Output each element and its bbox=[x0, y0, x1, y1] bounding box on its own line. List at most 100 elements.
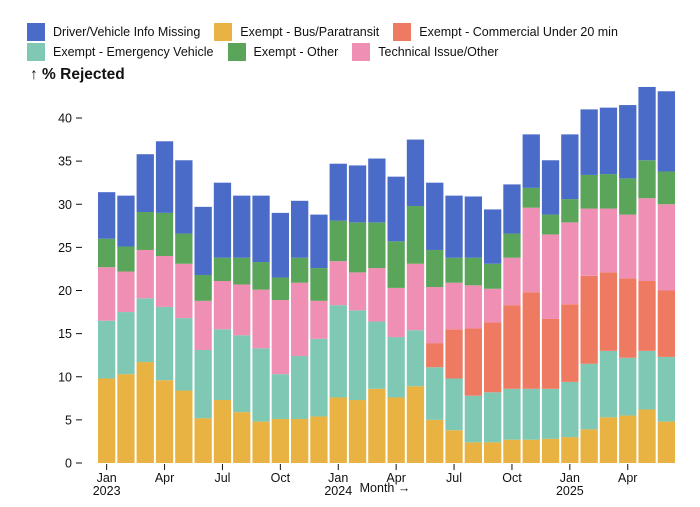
bar-segment-technical-issue-other-2025-06 bbox=[657, 204, 675, 291]
bar-segment-technical-issue-other-2023-06 bbox=[194, 300, 212, 351]
bar-segment-exempt-emergency-vehicle-2024-02 bbox=[348, 310, 367, 401]
legend-label: Exempt - Commercial Under 20 min bbox=[419, 25, 618, 39]
bar-segment-exempt-bus-paratransit-2025-02 bbox=[580, 429, 598, 463]
legend-item-technical: Technical Issue/Other bbox=[352, 43, 498, 61]
bar-segment-exempt-bus-paratransit-2023-07 bbox=[213, 400, 232, 463]
bar-segment-driver-vehicle-info-missing-2023-09 bbox=[252, 195, 270, 263]
bar-segment-driver-vehicle-info-missing-2023-01 bbox=[98, 192, 116, 239]
y-axis-label: ↑ % Rejected bbox=[30, 66, 125, 83]
bar-segment-driver-vehicle-info-missing-2023-10 bbox=[271, 212, 289, 278]
bar-segment-driver-vehicle-info-missing-2023-07 bbox=[213, 182, 232, 258]
bar-segment-technical-issue-other-2024-08 bbox=[464, 285, 482, 329]
bar-segment-exempt-emergency-vehicle-2023-08 bbox=[233, 335, 251, 413]
bar-segment-driver-vehicle-info-missing-2024-06 bbox=[426, 182, 444, 250]
bar-segment-exempt-other-2023-04 bbox=[155, 212, 174, 256]
legend-item-commercial: Exempt - Commercial Under 20 min bbox=[393, 23, 618, 41]
x-tick-label: Jul bbox=[446, 471, 462, 485]
bar-segment-exempt-other-2024-05 bbox=[406, 205, 425, 264]
bar-segment-exempt-other-2024-02 bbox=[348, 222, 367, 273]
bar-segment-driver-vehicle-info-missing-2024-05 bbox=[406, 139, 425, 206]
bar-segment-driver-vehicle-info-missing-2024-12 bbox=[541, 160, 560, 215]
bar-segment-driver-vehicle-info-missing-2023-11 bbox=[291, 200, 309, 258]
bar-segment-exempt-bus-paratransit-2023-08 bbox=[233, 412, 251, 463]
y-tick-label: 20 bbox=[58, 284, 72, 298]
bar-segment-exempt-emergency-vehicle-2024-05 bbox=[406, 330, 425, 387]
x-tick-label: Jan bbox=[560, 471, 580, 485]
legend-label: Exempt - Bus/Paratransit bbox=[240, 25, 380, 39]
bar-segment-exempt-bus-paratransit-2023-09 bbox=[252, 421, 270, 463]
bar-segment-exempt-emergency-vehicle-2025-03 bbox=[599, 350, 618, 418]
bar-segment-technical-issue-other-2025-04 bbox=[619, 214, 637, 279]
legend-row-1: Driver/Vehicle Info Missing Exempt - Bus… bbox=[27, 22, 687, 42]
legend-label: Technical Issue/Other bbox=[378, 45, 499, 59]
bar-segment-technical-issue-other-2025-01 bbox=[561, 222, 579, 305]
bar-segment-technical-issue-other-2023-11 bbox=[291, 282, 309, 357]
bar-segment-exempt-emergency-vehicle-2024-06 bbox=[426, 367, 444, 420]
legend-row-2: Exempt - Emergency Vehicle Exempt - Othe… bbox=[27, 42, 687, 62]
x-tick-label: Jan bbox=[97, 471, 117, 485]
bar-segment-technical-issue-other-2023-02 bbox=[117, 271, 135, 313]
bar-segment-exempt-other-2023-09 bbox=[252, 262, 270, 290]
bar-segment-exempt-bus-paratransit-2024-04 bbox=[387, 397, 405, 463]
legend-item-emergency: Exempt - Emergency Vehicle bbox=[27, 43, 214, 61]
bar-segment-exempt-other-2023-05 bbox=[175, 233, 193, 264]
y-tick-label: 25 bbox=[58, 241, 72, 255]
bar-segment-exempt-bus-paratransit-2024-02 bbox=[348, 400, 367, 463]
bar-segment-exempt-bus-paratransit-2025-06 bbox=[657, 421, 675, 463]
bar-segment-exempt-other-2024-11 bbox=[522, 187, 540, 208]
bar-segment-exempt-emergency-vehicle-2023-01 bbox=[98, 320, 116, 379]
bar-segment-exempt-other-2025-02 bbox=[580, 174, 598, 209]
bar-segment-exempt-other-2023-02 bbox=[117, 246, 135, 272]
y-tick-label: 40 bbox=[58, 112, 72, 126]
bar-segment-exempt-commercial-under-20-min-2025-02 bbox=[580, 275, 598, 364]
bar-segment-technical-issue-other-2024-10 bbox=[503, 257, 521, 306]
x-tick-label: Oct bbox=[271, 471, 291, 485]
bar-segment-exempt-bus-paratransit-2023-05 bbox=[175, 390, 193, 463]
bar-segment-exempt-emergency-vehicle-2024-09 bbox=[484, 392, 502, 443]
bar-segment-exempt-commercial-under-20-min-2025-03 bbox=[599, 272, 618, 351]
x-tick-label: Oct bbox=[502, 471, 522, 485]
bar-segment-exempt-emergency-vehicle-2025-04 bbox=[619, 357, 637, 416]
bar-segment-exempt-emergency-vehicle-2023-10 bbox=[271, 374, 289, 420]
legend: Driver/Vehicle Info Missing Exempt - Bus… bbox=[27, 22, 687, 62]
bar-segment-driver-vehicle-info-missing-2024-02 bbox=[348, 165, 367, 223]
x-tick-label: Apr bbox=[618, 471, 637, 485]
x-tick-year-label: 2025 bbox=[556, 484, 584, 498]
bar-segment-technical-issue-other-2023-07 bbox=[213, 281, 232, 330]
bar-segment-technical-issue-other-2024-03 bbox=[368, 268, 386, 322]
bar-segment-exempt-other-2023-06 bbox=[194, 274, 212, 301]
legend-swatch bbox=[27, 23, 45, 41]
bar-segment-exempt-bus-paratransit-2023-12 bbox=[310, 416, 328, 463]
bar-segment-exempt-other-2024-10 bbox=[503, 233, 521, 258]
bar-segment-technical-issue-other-2024-05 bbox=[406, 263, 425, 331]
x-axis-label: Month → bbox=[360, 481, 411, 495]
bar-segment-exempt-bus-paratransit-2024-05 bbox=[406, 386, 425, 463]
bar-segment-exempt-bus-paratransit-2024-03 bbox=[368, 388, 386, 463]
bar-segment-technical-issue-other-2024-07 bbox=[445, 282, 463, 330]
bar-segment-exempt-emergency-vehicle-2025-06 bbox=[657, 356, 675, 422]
x-tick-label: Jan bbox=[328, 471, 348, 485]
bar-segment-exempt-bus-paratransit-2025-01 bbox=[561, 437, 579, 463]
bar-segment-driver-vehicle-info-missing-2025-02 bbox=[580, 109, 598, 175]
bar-segment-exempt-other-2023-12 bbox=[310, 268, 328, 301]
bar-segment-exempt-other-2024-04 bbox=[387, 241, 405, 288]
bar-segment-exempt-bus-paratransit-2023-04 bbox=[155, 380, 174, 463]
bar-segment-driver-vehicle-info-missing-2024-03 bbox=[368, 158, 386, 223]
bar-segment-exempt-commercial-under-20-min-2024-06 bbox=[426, 343, 444, 368]
bar-segment-technical-issue-other-2024-09 bbox=[484, 288, 502, 323]
bar-segment-exempt-other-2024-09 bbox=[484, 263, 502, 289]
bar-segment-exempt-emergency-vehicle-2024-01 bbox=[329, 305, 347, 398]
bar-segment-exempt-commercial-under-20-min-2024-07 bbox=[445, 329, 463, 379]
legend-swatch bbox=[214, 23, 233, 41]
bar-segment-exempt-bus-paratransit-2024-01 bbox=[329, 397, 347, 463]
bar-segment-exempt-bus-paratransit-2025-03 bbox=[599, 417, 618, 463]
bar-segment-driver-vehicle-info-missing-2023-08 bbox=[233, 195, 251, 258]
bar-segment-exempt-bus-paratransit-2023-02 bbox=[117, 374, 135, 463]
bar-segment-technical-issue-other-2025-05 bbox=[638, 198, 656, 282]
bar-segment-technical-issue-other-2024-04 bbox=[387, 287, 405, 338]
x-tick-label: Apr bbox=[386, 471, 405, 485]
legend-swatch bbox=[27, 43, 45, 61]
bar-segment-driver-vehicle-info-missing-2025-03 bbox=[599, 107, 618, 175]
bar-segment-exempt-emergency-vehicle-2023-06 bbox=[194, 350, 212, 419]
